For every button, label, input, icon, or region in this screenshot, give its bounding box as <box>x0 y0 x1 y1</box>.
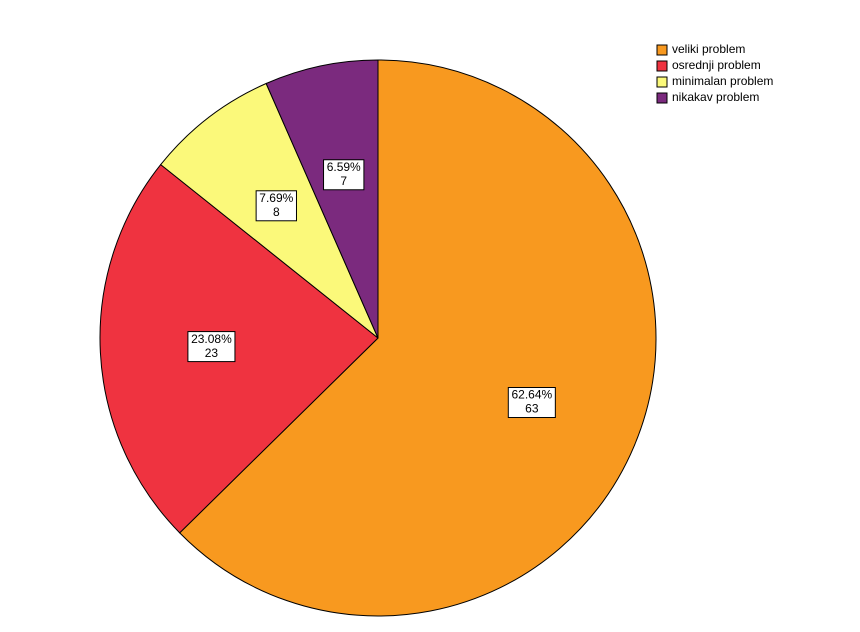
legend-label: veliki problem <box>672 42 745 56</box>
pie-slice <box>178 59 657 617</box>
data-label-percent: 6.59% <box>327 160 361 174</box>
data-label-count: 7 <box>340 174 347 188</box>
data-label: 23.08%23 <box>187 331 236 363</box>
data-label-box <box>323 159 365 191</box>
data-label-count: 23 <box>205 346 219 360</box>
data-label: 7.69%8 <box>255 190 297 222</box>
data-label-count: 63 <box>525 402 539 416</box>
data-label-box <box>187 331 236 363</box>
pie-slice <box>99 163 379 534</box>
data-label-count: 8 <box>273 205 280 219</box>
data-label-box <box>507 387 556 419</box>
data-label: 6.59%7 <box>323 159 365 191</box>
data-label: 62.64%63 <box>507 387 556 419</box>
legend-swatch <box>656 60 668 72</box>
legend-label: minimalan problem <box>672 74 773 88</box>
data-label-percent: 62.64% <box>511 388 552 402</box>
legend-swatch <box>656 92 668 104</box>
legend-swatch <box>656 76 668 88</box>
data-label-percent: 7.69% <box>259 191 293 205</box>
legend-label: nikakav problem <box>672 90 759 104</box>
pie-slice <box>265 59 379 339</box>
legend-swatch <box>656 44 668 56</box>
data-label-box <box>255 190 297 222</box>
data-label-percent: 23.08% <box>191 332 232 346</box>
legend-label: osrednji problem <box>672 58 761 72</box>
